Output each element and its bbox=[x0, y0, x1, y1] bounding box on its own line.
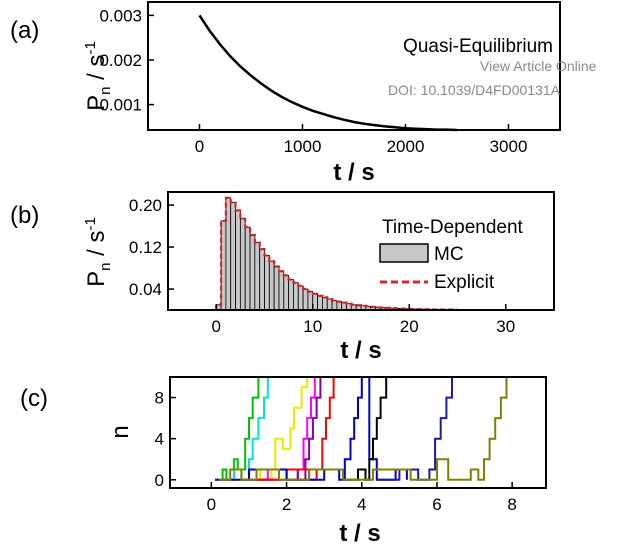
panel-c-trajectories bbox=[215, 377, 508, 481]
doi-text: DOI: 10.1039/D4FD00131A bbox=[388, 82, 560, 98]
panel-c-xtick-label-0: 0 bbox=[207, 495, 216, 514]
panel-a-xtick-label-2: 2000 bbox=[387, 137, 425, 156]
histogram-bar bbox=[268, 260, 275, 311]
panel-a-xtick-label-3: 3000 bbox=[490, 137, 528, 156]
trajectory-6 bbox=[215, 377, 408, 481]
trajectory-4 bbox=[249, 377, 322, 481]
panel-a-xtick-label-0: 0 bbox=[195, 137, 204, 156]
panel-c-ytick-label-1: 4 bbox=[155, 430, 164, 449]
panel-b-xlabel: t / s bbox=[340, 337, 381, 364]
trajectory-8 bbox=[376, 377, 453, 481]
legend-title: Time-Dependent bbox=[382, 217, 524, 238]
histogram-bar bbox=[244, 226, 251, 311]
histogram-bar bbox=[336, 301, 343, 311]
panel-c-frame bbox=[169, 376, 547, 489]
panel-b-ytick-label-0: 0.04 bbox=[129, 280, 162, 299]
legend-mc-swatch bbox=[379, 243, 429, 263]
histogram-bar bbox=[273, 266, 280, 311]
panel-b-letter: (b) bbox=[10, 202, 39, 229]
panel-a-xtick-label-1: 1000 bbox=[284, 137, 322, 156]
histogram-bar bbox=[235, 209, 241, 311]
panel-c-ytick-label-2: 8 bbox=[155, 389, 164, 408]
histogram-bar bbox=[249, 234, 256, 311]
panel-b-xtick-label-0: 0 bbox=[212, 317, 221, 336]
panel-a-ytick-label-2: 0.003 bbox=[99, 6, 142, 25]
panel-c: (c) n 0 2 4 6 8 0 4 8 t / s bbox=[20, 376, 547, 547]
panel-a-ytick-label-0: 0.001 bbox=[99, 96, 142, 115]
panel-c-xtick-label-4: 8 bbox=[507, 495, 516, 514]
panel-b-xtick-label-2: 20 bbox=[400, 317, 419, 336]
panel-a-annotation: Quasi-Equilibrium bbox=[403, 36, 553, 57]
explicit-curve bbox=[215, 196, 458, 311]
panel-c-xlabel: t / s bbox=[339, 520, 380, 547]
panel-a-ylabel: Pn / s-1 bbox=[82, 41, 114, 111]
panel-c-ylabel: n bbox=[107, 425, 134, 438]
panel-a-letter: (a) bbox=[10, 17, 39, 44]
panel-c-xtick-label-3: 6 bbox=[432, 495, 441, 514]
panel-c-plot-area: 0 2 4 6 8 0 4 8 bbox=[155, 377, 517, 514]
histogram-bar bbox=[239, 218, 246, 311]
panel-b: (b) Pn / s-1 0 10 20 30 0.04 0.12 0.20 Time-De… bbox=[10, 191, 555, 364]
view-article-online-text: View Article Online bbox=[480, 58, 597, 74]
panel-a-frame bbox=[147, 1, 561, 131]
histogram-bar bbox=[278, 270, 285, 311]
panel-c-xtick-label-1: 2 bbox=[282, 495, 291, 514]
histogram-bar bbox=[264, 255, 270, 311]
panel-b-xtick-label-3: 30 bbox=[496, 317, 515, 336]
trajectory-0 bbox=[215, 377, 260, 481]
panel-a-series-0 bbox=[198, 14, 458, 132]
trajectory-9 bbox=[218, 377, 508, 481]
panel-a-plot-area: 0 1000 2000 3000 0.001 0.002 0.003 bbox=[99, 6, 527, 156]
panel-c-ytick-label-0: 0 bbox=[155, 471, 164, 490]
legend-mc-label: MC bbox=[434, 244, 464, 265]
panel-b-xtick-label-1: 10 bbox=[303, 317, 322, 336]
legend-explicit-label: Explicit bbox=[434, 272, 495, 293]
panel-b-ytick-label-1: 0.12 bbox=[129, 238, 162, 257]
histogram-bar bbox=[259, 248, 265, 311]
trajectory-3 bbox=[245, 377, 316, 481]
panel-b-legend: Time-Dependent MC Explicit bbox=[379, 217, 524, 293]
panel-a-ytick-label-1: 0.002 bbox=[99, 51, 142, 70]
panel-b-ytick-label-2: 0.20 bbox=[129, 196, 162, 215]
panel-a-xlabel: t / s bbox=[333, 159, 374, 186]
trajectory-7 bbox=[343, 377, 388, 481]
panel-a: (a) Pn / s-1 0 1000 2000 3000 0.001 0.002 0.00… bbox=[10, 1, 561, 186]
histogram-bar bbox=[288, 279, 294, 311]
panel-c-letter: (c) bbox=[20, 385, 48, 412]
panel-b-frame bbox=[167, 191, 555, 311]
histogram-bar bbox=[230, 202, 236, 311]
panel-c-xtick-label-2: 4 bbox=[357, 495, 366, 514]
histogram-bar bbox=[254, 241, 261, 311]
panel-b-ylabel: Pn / s-1 bbox=[82, 217, 114, 287]
panel-b-plot-area: 0 10 20 30 0.04 0.12 0.20 bbox=[129, 196, 515, 336]
histogram-bar bbox=[317, 295, 323, 311]
